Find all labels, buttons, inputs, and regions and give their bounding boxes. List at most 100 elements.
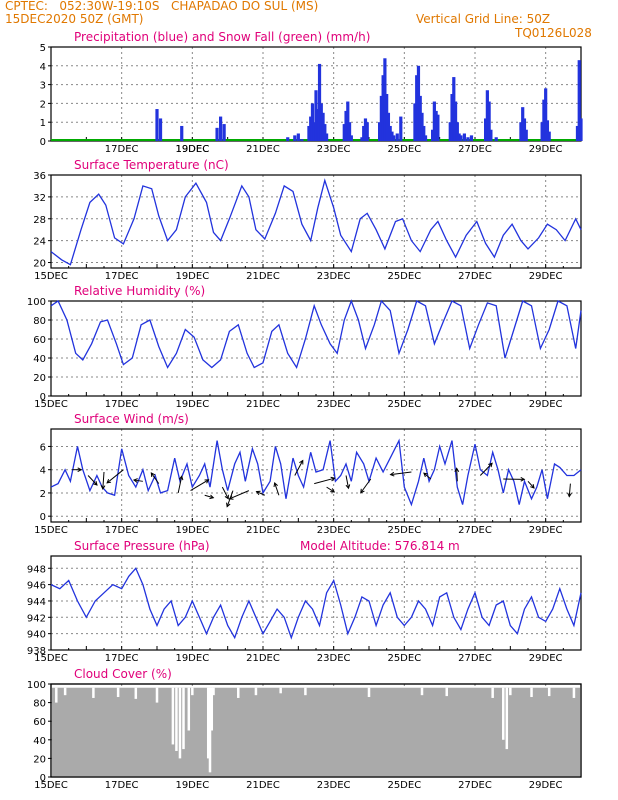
precip-ytick-label: 3 bbox=[40, 81, 46, 92]
cloud-ytick-label: 40 bbox=[33, 736, 46, 747]
wind-arrowhead bbox=[520, 476, 526, 482]
precip-bar bbox=[319, 103, 323, 141]
temperature-xtick-label: 21DEC bbox=[246, 271, 280, 282]
precip-bar bbox=[436, 114, 440, 141]
cloud-gap bbox=[187, 687, 191, 731]
wind-arrowhead bbox=[423, 472, 428, 478]
temperature-line bbox=[50, 178, 582, 266]
pressure-ytick-label: 946 bbox=[27, 581, 46, 592]
cloud-gap bbox=[55, 687, 58, 703]
cloud-gap bbox=[572, 687, 576, 698]
precip-title: Precipitation (blue) and Snow Fall (gree… bbox=[74, 30, 370, 44]
temperature-xtick-label: 15DEC bbox=[34, 271, 68, 282]
pressure-ytick-label: 944 bbox=[27, 597, 46, 608]
cloud-area bbox=[52, 687, 580, 777]
wind-vector bbox=[229, 490, 250, 500]
cloud-ytick-label: 100 bbox=[27, 680, 46, 691]
wind-arrowhead bbox=[255, 490, 261, 496]
precip-bar bbox=[314, 90, 318, 141]
precip-bar bbox=[180, 125, 184, 141]
humidity-xtick-label: 25DEC bbox=[387, 399, 421, 410]
humidity-panel: 0 20 40 60 80 100 15DEC 17DEC 19DEC 21DEC 23DEC 25D… bbox=[27, 284, 582, 410]
humidity-xtick-label: 17DEC bbox=[105, 399, 139, 410]
precip-bar bbox=[317, 63, 322, 141]
cloud-gap bbox=[171, 687, 175, 745]
temperature-xtick-label: 27DEC bbox=[458, 271, 492, 282]
wind-arrowhead bbox=[132, 478, 138, 483]
wind-xtick-label: 27DEC bbox=[458, 525, 492, 536]
precip-panel: 0 1 2 3 4 5 17DEC 19DEC 21DEC 23DEC 25DEC 27DEC 29DE… bbox=[40, 30, 583, 155]
wind-arrowhead bbox=[273, 481, 278, 487]
precip-bar bbox=[434, 110, 438, 141]
cloud-gap bbox=[175, 687, 178, 751]
precip-bar bbox=[485, 90, 489, 141]
wind-vector bbox=[360, 478, 372, 494]
temperature-xtick-label: 23DEC bbox=[317, 271, 351, 282]
cloud-gap bbox=[445, 687, 448, 697]
humidity-ytick-label: 100 bbox=[27, 297, 46, 308]
cloud-gap bbox=[254, 687, 258, 696]
precip-bar bbox=[432, 101, 436, 141]
precip-bar bbox=[452, 77, 456, 141]
precip-ytick-label: 2 bbox=[40, 99, 46, 110]
cloud-xtick-label: 23DEC bbox=[317, 780, 351, 791]
cloud-gap bbox=[505, 687, 509, 750]
wind-xtick-label: 19DEC bbox=[175, 525, 209, 536]
wind-arrowhead bbox=[77, 467, 83, 473]
precip-xtick-label: 23DEC bbox=[317, 144, 351, 155]
wind-arrowhead bbox=[345, 484, 351, 490]
pressure-xtick-label: 21DEC bbox=[246, 653, 280, 664]
cloud-xtick-label: 15DEC bbox=[34, 780, 68, 791]
precip-bar bbox=[321, 112, 325, 141]
wind-arrowhead bbox=[209, 494, 215, 500]
humidity-ytick-label: 0 bbox=[40, 392, 46, 403]
precip-bar bbox=[547, 131, 551, 141]
precip-bar bbox=[423, 135, 428, 141]
precip-bar bbox=[415, 75, 419, 141]
precip-bar bbox=[462, 133, 466, 141]
wind-arrowhead bbox=[567, 492, 572, 498]
wind-vector bbox=[345, 475, 350, 489]
cloud-gap bbox=[210, 687, 214, 731]
precip-bar bbox=[540, 122, 544, 141]
wind-ytick-label: 6 bbox=[40, 442, 46, 453]
temperature-ytick-label: 32 bbox=[33, 193, 46, 204]
cloud-gap bbox=[208, 687, 212, 773]
cloud-gap bbox=[509, 687, 512, 696]
wind-vector bbox=[106, 469, 124, 484]
wind-frame bbox=[50, 428, 582, 523]
wind-vector bbox=[479, 462, 493, 476]
header-line-1: CPTEC: 052:30W-19:10S CHAPADAO DO SUL (M… bbox=[5, 0, 319, 13]
precip-bar bbox=[383, 58, 387, 141]
precip-bar bbox=[307, 125, 311, 141]
cloud-gap bbox=[92, 687, 95, 698]
temperature-frame bbox=[50, 174, 582, 269]
temperature-ytick-label: 20 bbox=[33, 259, 46, 270]
precip-xtick-label: 19DEC bbox=[175, 144, 209, 155]
wind-arrowhead bbox=[178, 475, 184, 481]
precip-bar bbox=[524, 129, 528, 141]
humidity-ytick-label: 20 bbox=[33, 373, 46, 384]
precip-bar bbox=[392, 135, 396, 141]
precip-bar bbox=[360, 137, 364, 141]
precip-bar bbox=[362, 125, 366, 141]
precip-xtick-label: 29DEC bbox=[529, 144, 563, 155]
wind-vector bbox=[294, 460, 304, 476]
temperature-ytick-label: 24 bbox=[33, 237, 46, 248]
wind-vector bbox=[314, 477, 335, 485]
pressure-line bbox=[50, 567, 582, 640]
cloud-xtick-label: 25DEC bbox=[387, 780, 421, 791]
precip-bar bbox=[489, 129, 493, 141]
precip-bar bbox=[325, 133, 329, 141]
wind-arrowhead bbox=[360, 488, 365, 494]
precip-bar bbox=[388, 125, 392, 141]
header-date: 15DEC2020 50Z (GMT) bbox=[5, 12, 144, 26]
wind-xtick-label: 23DEC bbox=[317, 525, 351, 536]
wind-arrowhead bbox=[330, 476, 336, 482]
precip-bar bbox=[300, 139, 304, 141]
wind-panel: 0 2 4 6 15DEC 17DEC 19DEC 21DEC 23DEC 25DEC 27DEC 2… bbox=[34, 412, 582, 536]
wind-vector bbox=[87, 475, 98, 486]
precip-bar bbox=[416, 65, 421, 141]
temperature-ytick-label: 28 bbox=[33, 215, 46, 226]
